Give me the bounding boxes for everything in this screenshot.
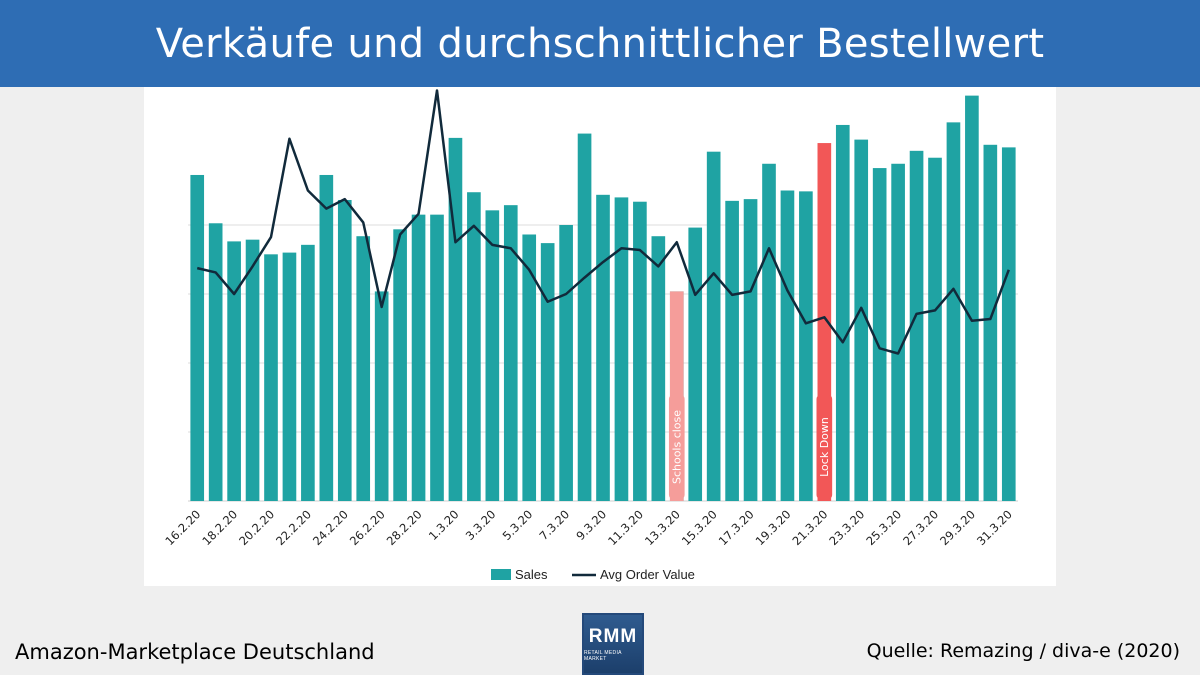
footer-marketplace: Amazon-Marketplace Deutschland (15, 640, 375, 664)
sales-bar (374, 291, 389, 501)
sales-bar (633, 201, 647, 501)
x-tick-label: 11.3.20 (605, 507, 646, 548)
x-tick-label: 21.3.20 (790, 507, 831, 548)
x-tick-label: 26.2.20 (347, 507, 388, 548)
sales-bar (965, 95, 979, 501)
sales-bar (411, 214, 426, 501)
sales-bar (301, 244, 315, 501)
sales-bar (725, 200, 739, 501)
x-tick-label: 22.2.20 (273, 507, 314, 548)
legend-aov-label: Avg Order Value (600, 567, 695, 582)
event-label: Lock Down (818, 417, 831, 477)
sales-bar (282, 252, 297, 501)
sales-bar (872, 168, 887, 501)
x-tick-label: 25.3.20 (863, 507, 904, 548)
rmm-logo: RMM RETAIL MEDIA MARKET (582, 613, 644, 675)
x-tick-label: 19.3.20 (753, 507, 794, 548)
sales-bar (854, 139, 869, 502)
legend-sales-label: Sales (515, 567, 548, 582)
sales-bar (503, 205, 518, 501)
legend-sales-swatch (491, 569, 511, 580)
sales-bar (485, 210, 500, 501)
event-label: Schools close (670, 410, 683, 484)
sales-bar (928, 157, 942, 501)
sales-bar (190, 174, 205, 501)
sales-bar (467, 192, 481, 501)
sales-bar (337, 199, 352, 502)
footer-source: Quelle: Remazing / diva-e (2020) (866, 640, 1180, 662)
sales-bar (983, 144, 998, 501)
sales-bar (799, 191, 813, 502)
chart: Schools close Lock Down 16.2.2018.2.2020.2… (162, 89, 1018, 582)
sales-bar (264, 254, 278, 501)
sales-bar (540, 243, 555, 502)
sales-bar (614, 197, 629, 501)
sales-bar (596, 194, 610, 501)
x-tick-label: 20.2.20 (236, 507, 277, 548)
x-tick-label: 29.3.20 (937, 507, 978, 548)
sales-bar (946, 122, 961, 502)
sales-bar (559, 225, 573, 501)
title-bar: Verkäufe und durchschnittlicher Bestellw… (0, 0, 1200, 87)
sales-bar (743, 199, 758, 501)
sales-bar (651, 236, 666, 501)
sales-bar (522, 234, 537, 502)
x-tick-label: 9.3.20 (573, 507, 609, 543)
sales-bar (393, 229, 407, 501)
sales-bar (835, 124, 850, 501)
sales-bar (577, 133, 592, 501)
sales-bar (208, 223, 223, 501)
sales-bar (909, 150, 924, 501)
sales-bar (227, 241, 241, 501)
x-tick-label: 5.3.20 (500, 507, 536, 543)
x-tick-label: 15.3.20 (679, 507, 720, 548)
x-tick-label: 16.2.20 (162, 507, 203, 548)
sales-bar (430, 214, 444, 501)
x-tick-label: 24.2.20 (310, 507, 351, 548)
sales-bar (448, 137, 463, 501)
avg-order-value-line (196, 89, 1010, 355)
event-marker (668, 395, 685, 499)
x-tick-label: 18.2.20 (199, 507, 240, 548)
x-tick-label: 28.2.20 (384, 507, 425, 548)
sales-bar (356, 236, 371, 501)
x-tick-label: 27.3.20 (900, 507, 941, 548)
chart-panel: Schools close Lock Down 16.2.20 18.2.20 20.2… (144, 87, 1056, 586)
event-marker (816, 395, 833, 499)
sales-bar (319, 174, 334, 501)
x-tick-label: 1.3.20 (426, 507, 462, 543)
x-tick-label: 13.3.20 (642, 507, 683, 548)
sales-bar (706, 151, 721, 501)
x-tick-label: 23.3.20 (826, 507, 867, 548)
sales-bar (245, 239, 260, 501)
sales-bar (891, 163, 905, 501)
x-tick-label: 3.3.20 (463, 507, 499, 543)
x-tick-label: 17.3.20 (716, 507, 757, 548)
sales-bar (688, 227, 703, 501)
logo-text: RMM (588, 625, 638, 647)
x-tick-label: 31.3.20 (974, 507, 1015, 548)
x-tick-label: 7.3.20 (536, 507, 572, 543)
logo-subtext: RETAIL MEDIA MARKET (584, 649, 622, 662)
sales-bar (762, 163, 776, 501)
sales-bar (780, 190, 795, 501)
sales-bar (1001, 147, 1016, 501)
page-title: Verkäufe und durchschnittlicher Bestellw… (155, 20, 1045, 67)
